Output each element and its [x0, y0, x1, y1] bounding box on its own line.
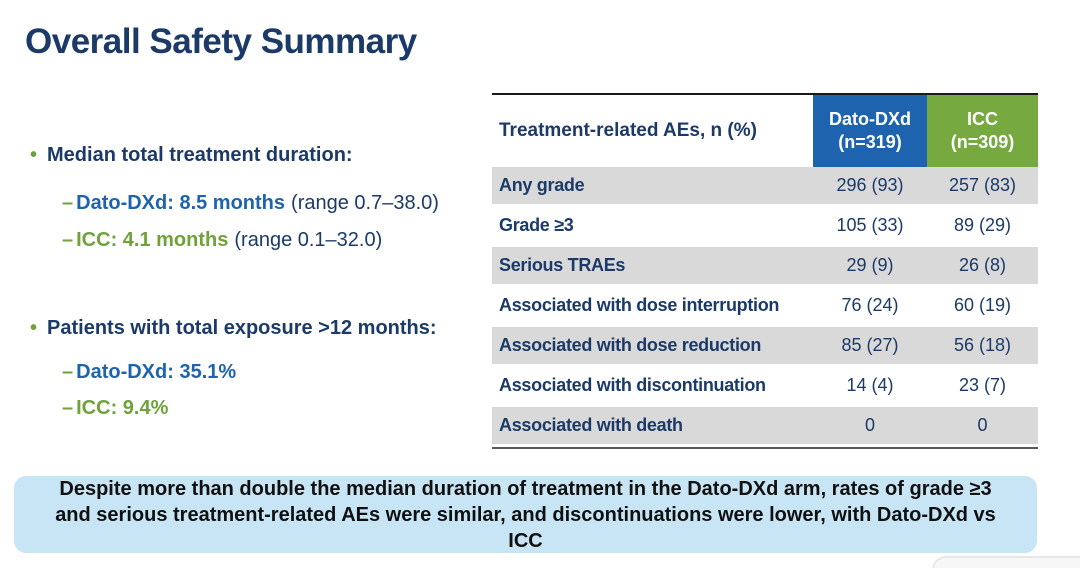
- row-value-icc: 56 (18): [953, 335, 1012, 355]
- sub-bullet-range: (range 0.7–38.0): [291, 192, 439, 214]
- table-header-dato-dxd: Dato-DXd (n=319): [813, 95, 927, 167]
- table-row: Associated with dose reduction 85 (27) 5…: [492, 327, 1038, 367]
- sub-bullet-range: (range 0.1–32.0): [234, 229, 383, 251]
- sub-bullet-value: ICC: 9.4%: [76, 397, 169, 419]
- sub-bullet-value: Dato-DXd: 8.5 months: [76, 192, 286, 214]
- summary-callout: Despite more than double the median dura…: [14, 476, 1037, 553]
- ae-table: Treatment-related AEs, n (%) Dato-DXd (n…: [492, 93, 1038, 449]
- row-value-dato: 296 (93): [836, 175, 904, 195]
- row-label: Associated with discontinuation: [499, 375, 766, 395]
- row-label: Grade ≥3: [499, 215, 574, 235]
- bullet-treatment-duration: • Median total treatment duration:: [30, 144, 353, 167]
- cropped-corner-shape: [932, 556, 1080, 568]
- table-top-border: [492, 93, 1038, 95]
- col-icc-n: (n=309): [950, 132, 1015, 152]
- sub-bullet-value: Dato-DXd: 35.1%: [76, 361, 237, 383]
- dash-icon: –: [62, 361, 74, 383]
- table-row: Associated with dose interruption 76 (24…: [492, 287, 1038, 327]
- row-label: Serious TRAEs: [499, 255, 626, 275]
- table-row: Serious TRAEs 29 (9) 26 (8): [492, 247, 1038, 287]
- bullet-exposure: • Patients with total exposure >12 months…: [30, 317, 437, 340]
- col-icc-name: ICC: [967, 109, 998, 129]
- table-row: Any grade 296 (93) 257 (83): [492, 167, 1038, 207]
- row-value-icc: 0: [977, 415, 988, 435]
- col-dato-n: (n=319): [838, 132, 902, 152]
- sub-bullet-icc-exposure: – ICC: 9.4%: [62, 397, 168, 420]
- table-header-row: Treatment-related AEs, n (%) Dato-DXd (n…: [492, 95, 1038, 167]
- row-label: Any grade: [499, 175, 585, 195]
- table-header-label: Treatment-related AEs, n (%): [492, 95, 813, 167]
- bullet-heading: Median total treatment duration:: [47, 144, 353, 166]
- row-label: Associated with dose reduction: [499, 335, 762, 355]
- dash-icon: –: [62, 229, 74, 251]
- bullet-dot-icon: •: [30, 317, 38, 339]
- sub-bullet-icc-duration: – ICC: 4.1 months (range 0.1–32.0): [62, 229, 382, 252]
- row-value-dato: 0: [864, 415, 875, 435]
- table-row: Grade ≥3 105 (33) 89 (29): [492, 207, 1038, 247]
- row-value-icc: 89 (29): [953, 215, 1012, 235]
- row-value-icc: 26 (8): [958, 255, 1007, 275]
- table-bottom-border: [492, 447, 1038, 449]
- row-value-dato: 85 (27): [841, 335, 899, 355]
- row-value-dato: 29 (9): [846, 255, 894, 275]
- page-title: Overall Safety Summary: [25, 22, 417, 61]
- col-dato-name: Dato-DXd: [829, 109, 911, 129]
- row-value-icc: 23 (7): [958, 375, 1007, 395]
- dash-icon: –: [62, 397, 74, 419]
- table-header-icc: ICC (n=309): [927, 95, 1038, 167]
- row-value-dato: 105 (33): [836, 215, 904, 235]
- sub-bullet-dato-duration: – Dato-DXd: 8.5 months (range 0.7–38.0): [62, 192, 439, 215]
- row-label: Associated with dose interruption: [499, 295, 780, 315]
- table-row: Associated with death 0 0: [492, 407, 1038, 447]
- row-value-dato: 14 (4): [846, 375, 894, 395]
- table-row: Associated with discontinuation 14 (4) 2…: [492, 367, 1038, 407]
- bullet-heading: Patients with total exposure >12 months:: [47, 317, 437, 339]
- row-label: Associated with death: [499, 415, 683, 435]
- sub-bullet-dato-exposure: – Dato-DXd: 35.1%: [62, 361, 236, 384]
- row-value-icc: 257 (83): [948, 175, 1017, 195]
- summary-callout-text: Despite more than double the median dura…: [55, 477, 996, 552]
- row-value-dato: 76 (24): [841, 295, 899, 315]
- row-value-icc: 60 (19): [953, 295, 1012, 315]
- sub-bullet-value: ICC: 4.1 months: [76, 229, 229, 251]
- bullet-dot-icon: •: [30, 144, 38, 166]
- dash-icon: –: [62, 192, 74, 214]
